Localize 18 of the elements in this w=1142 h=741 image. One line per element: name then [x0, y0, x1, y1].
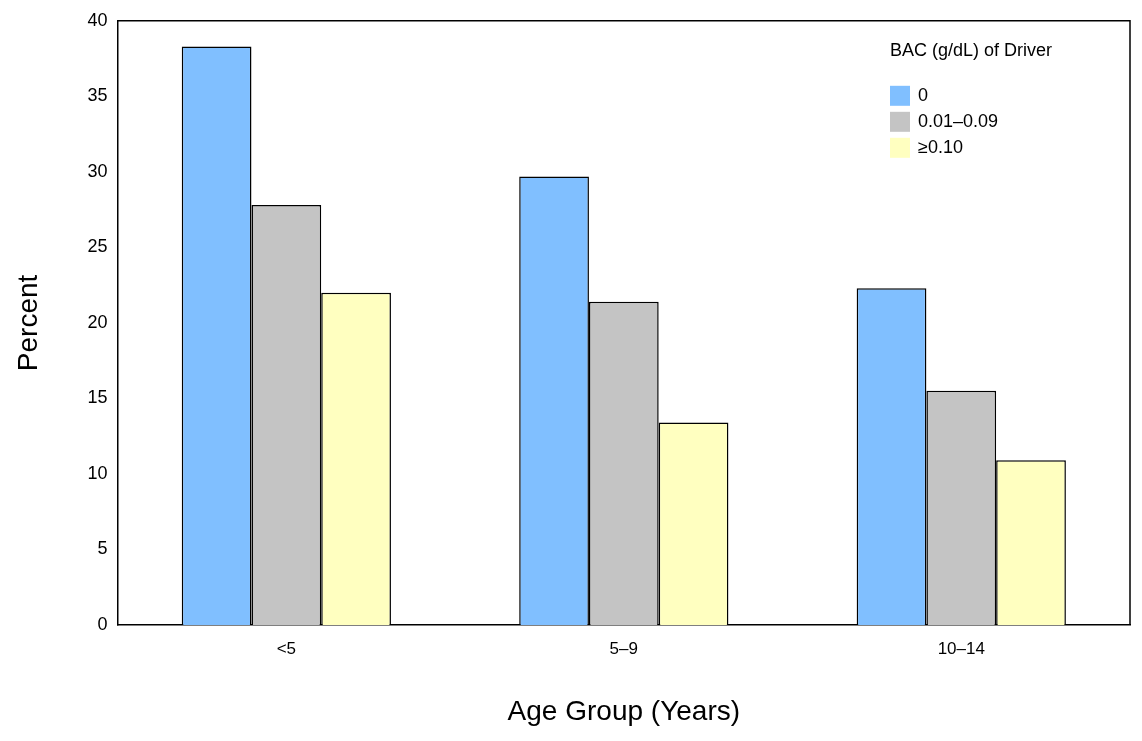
- y-tick-label: 20: [87, 311, 108, 332]
- legend-title: BAC (g/dL) of Driver: [890, 39, 1053, 60]
- y-tick-label: 25: [87, 236, 108, 257]
- y-tick-label: 15: [87, 387, 108, 408]
- legend-label: 0.01–0.09: [918, 110, 999, 131]
- legend-label: ≥0.10: [918, 136, 963, 157]
- y-tick-label: 10: [87, 462, 108, 483]
- y-axis-title: Percent: [11, 274, 43, 372]
- x-axis-title: Age Group (Years): [507, 694, 741, 726]
- x-tick-label: 10–14: [937, 638, 985, 658]
- x-tick-label: 5–9: [609, 638, 638, 658]
- y-tick-label: 35: [87, 85, 108, 106]
- legend-label: 0: [918, 84, 929, 105]
- x-tick-label: <5: [276, 638, 297, 658]
- y-tick-label: 5: [97, 538, 108, 559]
- y-tick-label: 40: [87, 9, 108, 30]
- y-tick-label: 30: [87, 160, 108, 181]
- y-tick-label: 0: [97, 613, 108, 634]
